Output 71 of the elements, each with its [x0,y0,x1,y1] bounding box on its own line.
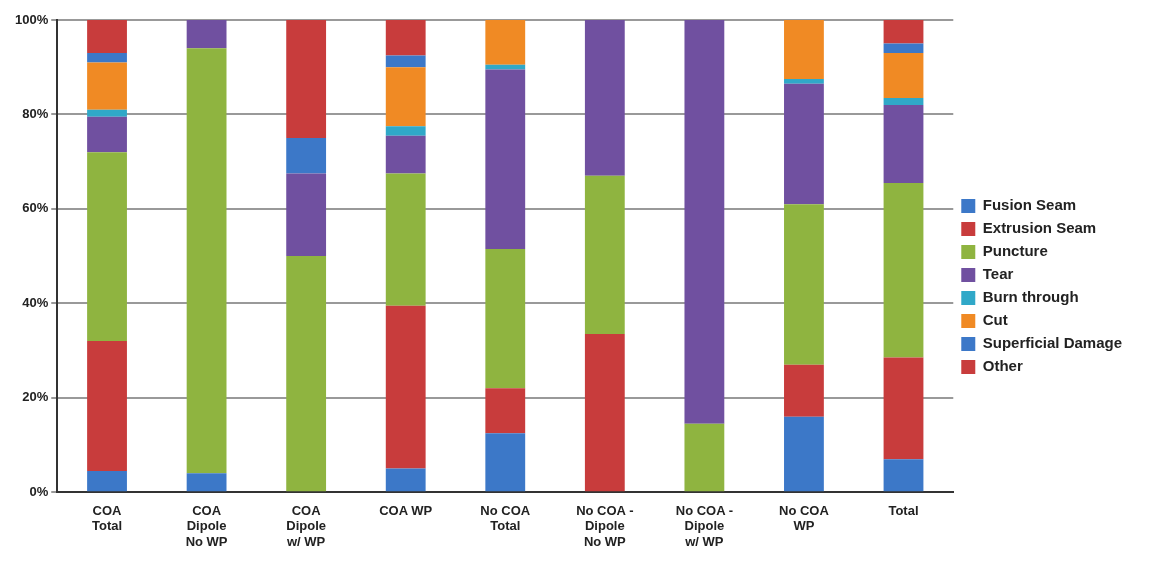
bar [385,126,426,136]
bar [286,256,327,492]
x-tick-label: Total [888,502,919,518]
bar [883,20,924,44]
bar [385,67,426,127]
x-tick-label: COA Dipole w/ WP [286,502,327,549]
bar [286,138,327,174]
bar [186,20,227,49]
bar [684,423,725,492]
bar [784,20,824,80]
legend-label: Fusion Seam [982,196,1077,214]
y-tick-label: 0% [29,483,49,499]
bar [485,249,526,389]
x-tick-label: No COA Total [480,502,531,534]
bar [385,305,426,469]
bar [286,173,327,257]
bar [883,357,924,460]
bar [385,20,426,56]
bar [485,64,526,70]
bar [784,204,824,365]
bar [883,53,924,98]
legend-label: Superficial Damage [982,334,1122,352]
legend-label: Other [982,357,1023,375]
x-tick-label: COA Dipole No WP [185,502,228,549]
y-tick-label: 80% [22,106,49,122]
x-tick-label: No COA - Dipole No WP [576,502,634,549]
y-tick-label: 100% [15,11,49,27]
legend-label: Burn through [982,288,1079,306]
bar [87,20,127,54]
x-tick-label: No COA WP [779,502,830,534]
bar [485,433,526,492]
y-tick-label: 40% [22,294,49,310]
bar [286,20,327,139]
bar [186,473,227,492]
bar [385,55,426,68]
bar [485,20,526,65]
y-tick-label: 60% [22,200,49,216]
bar [584,175,625,335]
bar [584,334,625,492]
bar [883,459,924,492]
bar [883,97,924,105]
y-tick-label: 20% [22,389,49,405]
bar [485,69,526,250]
bar [87,62,127,110]
bar [87,470,127,492]
bar [385,173,426,306]
bar [87,152,127,342]
bar [883,105,924,183]
x-tick-label: COA Total [91,502,123,534]
bar [784,416,824,492]
bar [87,53,127,63]
bar [684,20,725,424]
bar [485,388,526,434]
legend-label: Extrusion Seam [982,219,1097,237]
bar [784,83,824,205]
legend-label: Cut [982,311,1008,329]
bar [385,468,426,492]
bar [883,182,924,358]
x-tick-label: COA WP [379,502,433,518]
legend-label: Tear [982,265,1014,283]
x-tick-label: No COA - Dipole w/ WP [675,502,734,549]
bar [883,43,924,54]
bar [784,79,824,84]
legend-label: Puncture [982,242,1048,260]
bar [385,135,426,174]
bar [584,20,625,176]
bar [87,116,127,153]
bar [87,341,127,471]
bar [784,364,824,417]
bar [87,109,127,117]
bar [186,48,227,474]
